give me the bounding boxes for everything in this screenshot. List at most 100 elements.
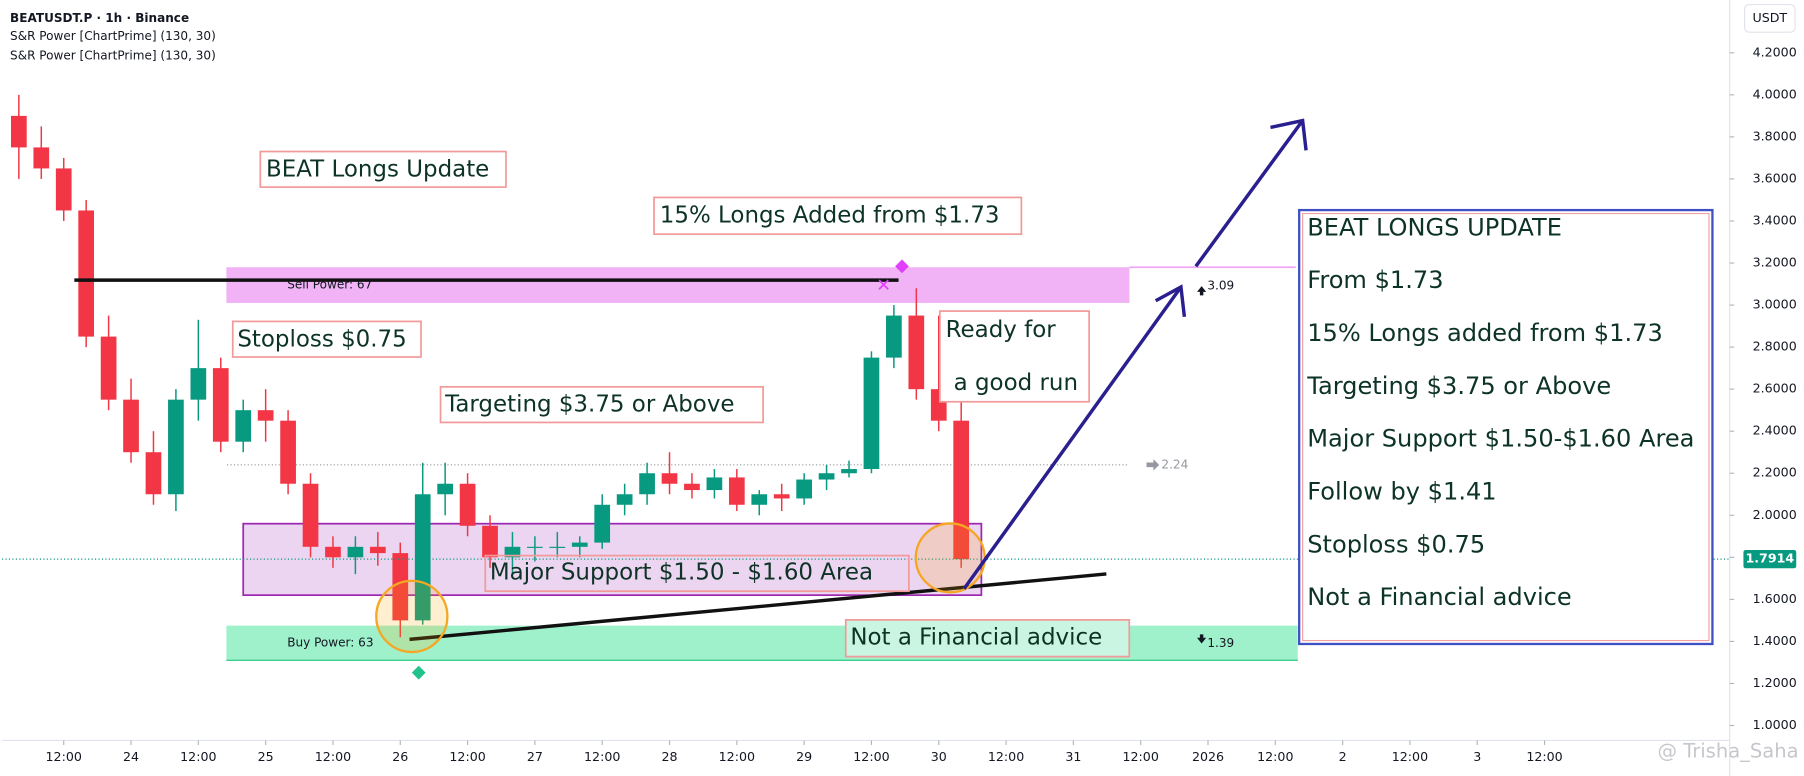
candle-body: [706, 477, 723, 491]
candle-body: [684, 483, 700, 491]
candle-body: [482, 525, 498, 558]
note-box: [231, 320, 422, 358]
currency-box[interactable]: [1744, 4, 1796, 33]
x-tick-label: 12:00: [853, 749, 889, 764]
x-tick-label: 12:00: [1257, 749, 1293, 764]
level-label: 1.39: [1207, 636, 1234, 650]
note-box: [484, 554, 910, 593]
highlight-circle: [914, 522, 986, 594]
signal-marker: [878, 279, 889, 290]
signal-marker: [895, 259, 909, 274]
candle-body: [55, 168, 72, 211]
y-tick-label: 1.4000: [1753, 633, 1797, 648]
x-tick-label: 24: [123, 749, 139, 764]
note-box: [939, 310, 1090, 403]
candle-body: [796, 479, 812, 499]
x-tick-label: 12:00: [46, 749, 82, 764]
level-label: 3.09: [1207, 279, 1234, 293]
candle-body: [751, 494, 768, 505]
summary-line: Follow by $1.41: [1307, 477, 1496, 505]
candle-body: [437, 483, 454, 495]
y-tick-label: 3.2000: [1753, 255, 1797, 270]
y-tick-label: 2.4000: [1753, 423, 1797, 438]
candle-body: [841, 469, 857, 474]
x-tick-label: 12:00: [180, 749, 216, 764]
y-tick-label: 1.6000: [1753, 591, 1797, 606]
watermark: @ Trisha_Saha: [1658, 739, 1799, 762]
y-tick-label: 3.0000: [1753, 297, 1797, 312]
candle-body: [257, 410, 274, 421]
y-tick-label: 2.0000: [1753, 507, 1797, 522]
summary-box-inner: [1302, 212, 1710, 642]
x-tick-label: 12:00: [1526, 749, 1562, 764]
x-tick-label: 28: [661, 749, 677, 764]
candle-body: [818, 473, 835, 480]
candle-body: [661, 473, 678, 484]
x-tick-label: 12:00: [1123, 749, 1159, 764]
candle-body: [212, 368, 229, 442]
level-arrow: [1197, 286, 1207, 296]
x-tick-label: 12:00: [449, 749, 485, 764]
candle-body: [616, 494, 633, 505]
zone: [226, 267, 1130, 303]
summary-line: 15% Longs added from $1.73: [1307, 319, 1663, 347]
candle-body: [78, 210, 95, 337]
trend-line: [409, 572, 1107, 642]
zone-label: Buy Power: 63: [287, 635, 373, 649]
note-box: [259, 150, 507, 188]
x-tick-label: 12:00: [988, 749, 1024, 764]
candle-body: [392, 553, 409, 621]
y-tick-label: 1.0000: [1753, 717, 1797, 732]
candle-body: [886, 315, 902, 358]
symbol: BEATUSDT.P · 1h · Binance: [10, 11, 189, 25]
candle-body: [33, 147, 50, 169]
candle-body: [145, 452, 162, 495]
note: Stoploss $0.75: [237, 326, 406, 352]
x-tick-label: 12:00: [315, 749, 351, 764]
summary-line: Not a Financial advice: [1307, 583, 1572, 611]
y-tick-label: 3.8000: [1753, 128, 1797, 143]
summary-line: From $1.73: [1307, 266, 1443, 294]
candle-body: [594, 504, 611, 543]
note-box: [653, 196, 1023, 236]
summary-line: BEAT LONGS UPDATE: [1307, 213, 1562, 241]
candle-body: [168, 399, 184, 495]
candle-body: [863, 357, 880, 470]
summary-line: Targeting $3.75 or Above: [1306, 372, 1611, 400]
candle-body: [639, 473, 655, 495]
level-arrow: [1146, 459, 1160, 471]
candle-body: [347, 546, 364, 558]
indicator: S&R Power [ChartPrime] (130, 30): [10, 29, 216, 43]
candle-body: [571, 542, 588, 547]
candle-body: [100, 336, 117, 400]
note: a good run: [954, 370, 1078, 396]
x-tick-label: 25: [258, 749, 274, 764]
note-box: [844, 619, 1131, 658]
summary: BEAT LONGS UPDATE From $1.73 15% Longs add…: [1306, 213, 1694, 611]
y-tick-label: 3.6000: [1753, 170, 1797, 185]
y-tick-label: 2.2000: [1753, 465, 1797, 480]
signal-marker: [411, 665, 426, 680]
level-label: 2.24: [1161, 457, 1188, 471]
candle-body: [414, 494, 431, 621]
highlight-circle: [375, 579, 449, 654]
y-tick-label: 4.2000: [1753, 44, 1797, 59]
currency[interactable]: USDT: [1753, 10, 1788, 25]
candle-body: [527, 546, 543, 548]
last-price-label: 1.7914: [1745, 551, 1794, 566]
candle-body: [504, 546, 521, 558]
candle-body: [235, 410, 252, 442]
summary-line: Major Support $1.50-$1.60 Area: [1307, 425, 1694, 453]
candle-body: [549, 546, 566, 548]
candle-body: [369, 546, 386, 554]
candle-body: [190, 368, 207, 400]
x-tick-label: 30: [931, 749, 947, 764]
note: Not a Financial advice: [850, 625, 1102, 651]
y-tick-label: 4.0000: [1753, 86, 1797, 101]
summary-line: Stoploss $0.75: [1307, 530, 1485, 558]
x-tick-label: 12:00: [719, 749, 755, 764]
note-box: [439, 385, 764, 424]
y-tick-label: 1.2000: [1753, 675, 1797, 690]
